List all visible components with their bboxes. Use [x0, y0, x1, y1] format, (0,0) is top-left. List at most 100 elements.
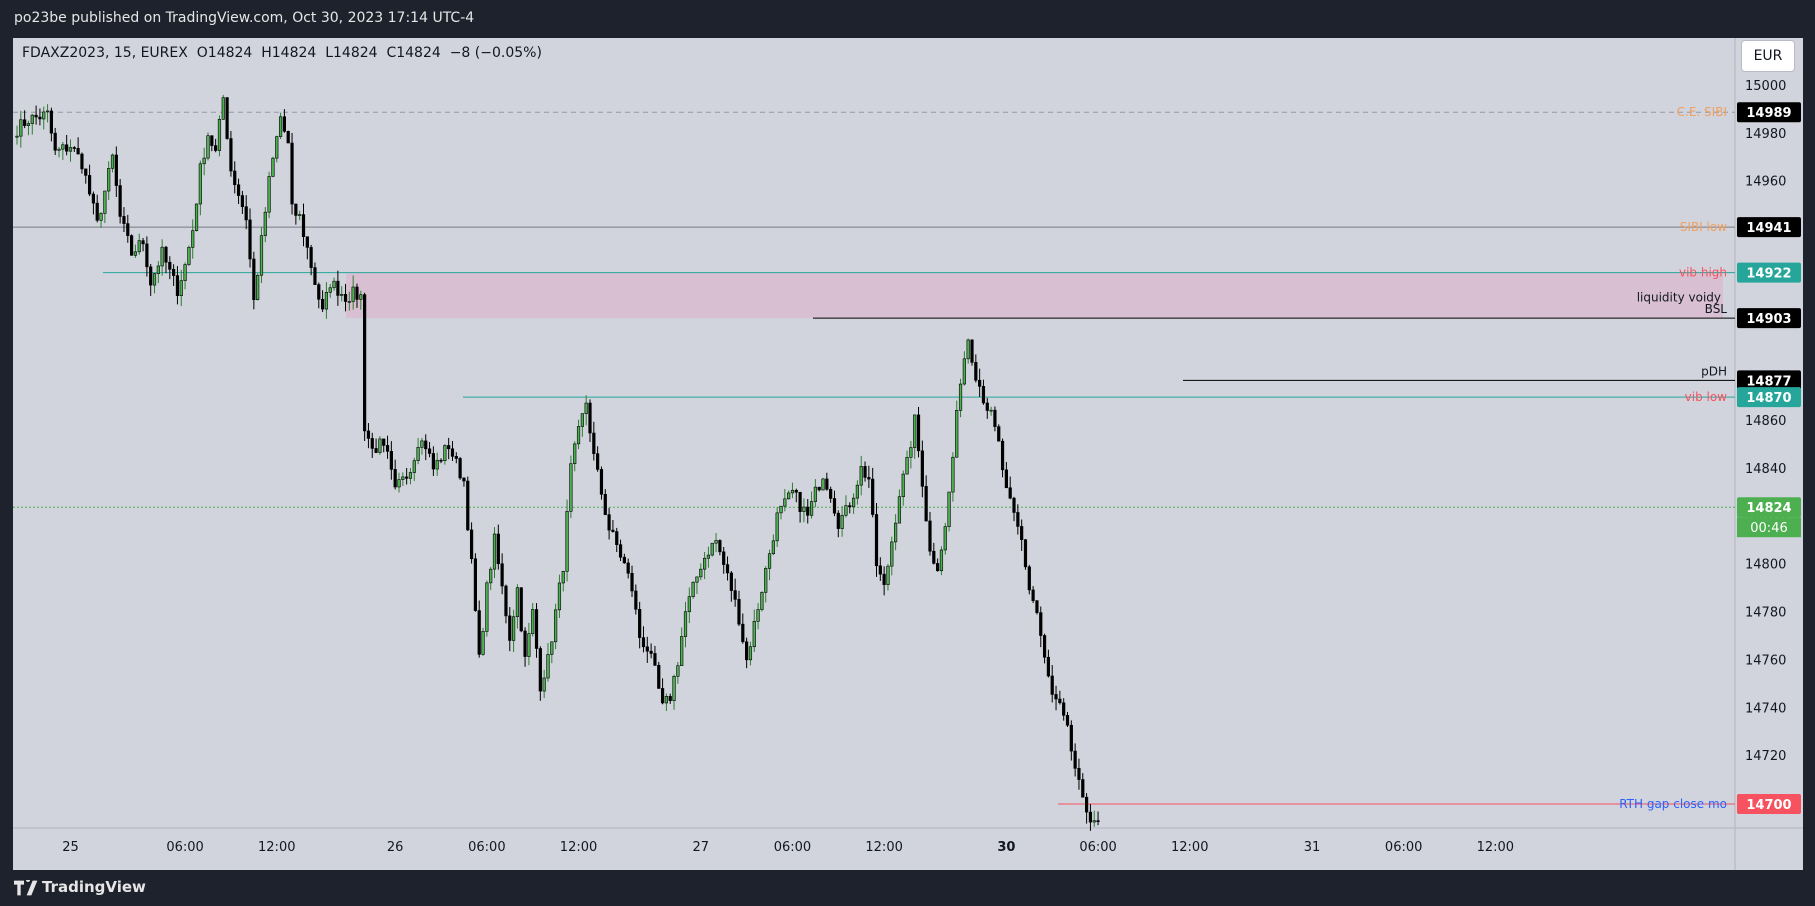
- candle-body: [932, 550, 936, 564]
- candle-body: [920, 450, 924, 487]
- candle-body: [504, 585, 508, 617]
- price-badge: [1737, 262, 1801, 283]
- candle-body: [389, 451, 393, 470]
- candle-body: [702, 557, 707, 570]
- legend-close: C14824: [386, 45, 441, 61]
- candle-body: [1042, 635, 1047, 658]
- candle-body: [733, 590, 737, 600]
- price-badge-label: 14989: [1746, 106, 1791, 121]
- currency-button[interactable]: EUR: [1741, 40, 1795, 72]
- legend-change: −8 (−0.05%): [449, 45, 542, 61]
- candle-body: [447, 445, 451, 450]
- candle-body: [554, 609, 558, 643]
- candle-body: [1069, 724, 1073, 752]
- x-tick-label: 12:00: [560, 840, 597, 855]
- candle-body: [435, 459, 439, 470]
- candle-body: [416, 447, 420, 461]
- y-tick-label: 14860: [1745, 414, 1786, 429]
- y-tick-label: 14740: [1745, 701, 1786, 716]
- candle-body: [699, 568, 703, 578]
- candle-body: [599, 469, 604, 495]
- level-label: RTH gap close mo: [1619, 797, 1727, 811]
- candle-body: [871, 478, 875, 515]
- candle-body: [95, 202, 99, 221]
- x-tick-label: 31: [1304, 840, 1321, 855]
- price-badge-label: 14870: [1746, 391, 1791, 406]
- candle-body: [363, 294, 367, 432]
- candle-body: [573, 443, 577, 465]
- x-tick-label: 06:00: [468, 840, 505, 855]
- candle-body: [420, 440, 424, 448]
- price-axis[interactable]: [1735, 38, 1803, 870]
- candle-body: [794, 489, 798, 493]
- candle-body: [233, 170, 237, 186]
- candle-body: [1092, 820, 1096, 823]
- candle-body: [905, 457, 909, 475]
- candle-body: [680, 636, 684, 666]
- candle-body: [278, 116, 283, 137]
- candle-body: [492, 533, 497, 570]
- candle-body: [523, 630, 527, 657]
- candle-body: [676, 665, 680, 677]
- candle-body: [813, 486, 817, 502]
- candle-body: [103, 190, 107, 214]
- candle-body: [588, 402, 592, 434]
- candle-body: [313, 267, 317, 285]
- price-badge-label: 14700: [1746, 798, 1791, 813]
- candle-body: [175, 275, 180, 297]
- candle-body: [576, 426, 581, 445]
- candle-body: [298, 214, 302, 216]
- candle-body: [863, 466, 867, 478]
- candle-body: [641, 637, 646, 648]
- x-tick-label: 06:00: [1079, 840, 1116, 855]
- candle-body: [882, 573, 886, 585]
- candle-body: [393, 469, 397, 488]
- level-label: SIBI low: [1680, 220, 1727, 234]
- price-badge: [1737, 217, 1801, 238]
- candle-body: [764, 568, 768, 593]
- publish-info: po23be published on TradingView.com, Oct…: [14, 10, 475, 26]
- candle-body: [214, 145, 218, 151]
- candle-body: [569, 463, 573, 512]
- price-chart[interactable]: 1472014740147601478014800148201484014860…: [13, 38, 1803, 870]
- candle-body: [1096, 820, 1100, 822]
- candle-body: [202, 157, 206, 165]
- candle-body: [859, 466, 863, 486]
- candle-body: [745, 641, 749, 661]
- candle-body: [450, 448, 455, 457]
- candle-body: [542, 677, 546, 692]
- candle-body: [91, 193, 95, 204]
- price-badge-label: 14877: [1746, 374, 1791, 389]
- candle-body: [156, 265, 160, 274]
- candle-body: [485, 582, 489, 632]
- legend-open: O14824: [196, 45, 253, 61]
- candle-body: [538, 648, 542, 692]
- candle-body: [645, 646, 649, 652]
- candle-body: [110, 154, 115, 169]
- candle-body: [164, 246, 168, 263]
- candle-body: [672, 675, 676, 701]
- y-tick-label: 14840: [1745, 462, 1786, 477]
- candle-body: [802, 506, 806, 512]
- level-label: vib low: [1685, 390, 1728, 404]
- candle-body: [210, 135, 214, 146]
- y-tick-label: 15000: [1745, 79, 1786, 94]
- candle-body: [561, 571, 565, 584]
- y-tick-label: 14720: [1745, 749, 1786, 764]
- candle-body: [217, 118, 222, 151]
- candle-body: [951, 456, 955, 493]
- candle-body: [615, 531, 619, 545]
- candle-body: [760, 592, 764, 610]
- candle-body: [836, 512, 840, 529]
- candle-body: [443, 445, 447, 462]
- footer-bar: TradingView: [0, 870, 1815, 906]
- candle-body: [145, 243, 149, 268]
- candle-body: [206, 135, 210, 159]
- candle-body: [191, 230, 195, 248]
- candle-body: [687, 596, 691, 613]
- ohlc-legend: FDAXZ2023, 15, EUREX O14824 H14824 L1482…: [22, 45, 542, 61]
- candle-body: [340, 293, 344, 296]
- candle-body: [19, 119, 23, 137]
- candle-body: [133, 251, 138, 256]
- candle-body: [244, 206, 248, 221]
